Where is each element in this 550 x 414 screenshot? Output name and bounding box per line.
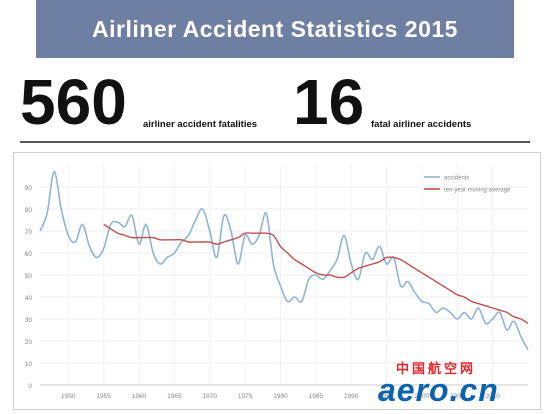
y-tick-label: 50 xyxy=(25,273,33,280)
line-chart: 0 10 20 30 40 50 60 70 80 90 1950 1955 1960 1965 1970 1… xyxy=(25,165,529,400)
series-line-accidents xyxy=(39,170,529,351)
fatalities-label: airliner accident fatalities xyxy=(143,119,258,130)
y-tick-label: 90 xyxy=(25,185,33,192)
x-tick-label: 1995 xyxy=(379,393,394,400)
y-tick-label: 40 xyxy=(25,295,33,302)
x-tick-label: 1990 xyxy=(344,393,359,400)
chart-frame: 0 10 20 30 40 50 60 70 80 90 1950 1955 1960 1965 1970 1… xyxy=(13,152,541,410)
y-tick-label: 30 xyxy=(25,317,33,324)
x-tick-label: 2000 xyxy=(415,393,430,400)
x-tick-label: 2005 xyxy=(450,393,465,400)
y-tick-label: 60 xyxy=(25,251,33,258)
x-tick-label: 1985 xyxy=(309,393,324,400)
logo-chinese-text: 中国航空网 xyxy=(396,361,477,376)
logo-english-text: aero.cn xyxy=(378,372,499,408)
y-tick-label: 20 xyxy=(25,339,33,346)
x-tick-label: 1955 xyxy=(96,393,111,400)
accidents-label: fatal airliner accidents xyxy=(371,119,472,130)
stats-row: 560 airliner accident fatalities 16 fata… xyxy=(20,70,530,136)
series-line-moving-average xyxy=(103,223,529,325)
y-tick-label: 0 xyxy=(28,383,32,390)
x-tick-label: 1975 xyxy=(238,393,253,400)
y-tick-label: 80 xyxy=(25,207,33,214)
x-tick-label: 1960 xyxy=(132,393,147,400)
x-tick-label: 1980 xyxy=(273,393,288,400)
accidents-value: 16 xyxy=(293,66,365,138)
y-tick-label: 10 xyxy=(25,361,33,368)
y-tick-label: 70 xyxy=(25,229,33,236)
legend-label: ten-year moving average xyxy=(444,188,511,194)
divider-line xyxy=(20,141,530,143)
x-tick-label: 1965 xyxy=(167,393,182,400)
aero-cn-logo: 中国航空网 aero.cn xyxy=(378,358,546,410)
x-tick-label: 1950 xyxy=(61,393,76,400)
page-title: Airliner Accident Statistics 2015 xyxy=(92,15,458,42)
fatalities-value: 560 xyxy=(20,66,127,138)
x-tick-label: 1970 xyxy=(203,393,218,400)
x-tick-label: 2010 xyxy=(485,393,500,400)
title-banner: Airliner Accident Statistics 2015 xyxy=(36,0,514,58)
legend-label: accidents xyxy=(444,176,469,182)
